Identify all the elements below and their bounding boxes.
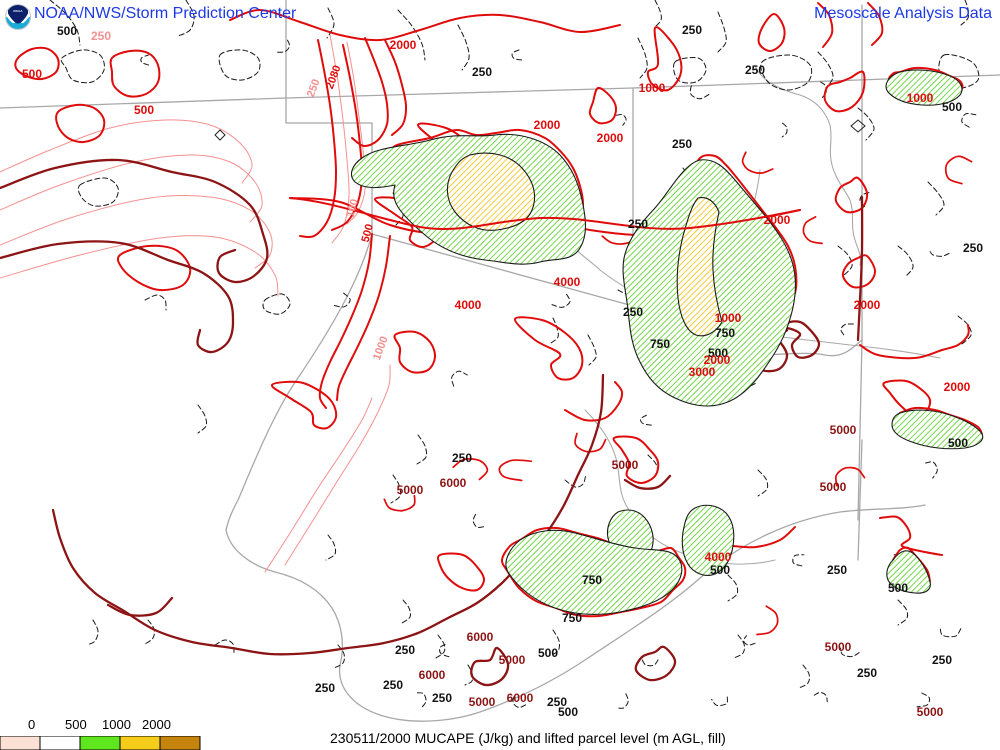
svg-text:1000: 1000 [715,311,742,325]
svg-text:250: 250 [432,691,452,705]
svg-text:250: 250 [827,563,847,577]
svg-text:750: 750 [650,337,670,351]
svg-text:500: 500 [948,436,968,450]
svg-text:1000: 1000 [639,81,666,95]
svg-text:500: 500 [22,67,42,81]
svg-text:1000: 1000 [907,91,934,105]
svg-text:5000: 5000 [917,705,944,719]
svg-text:250: 250 [672,137,692,151]
svg-text:750: 750 [715,326,735,340]
svg-text:500: 500 [710,563,730,577]
svg-text:5000: 5000 [825,640,852,654]
svg-text:250: 250 [395,643,415,657]
svg-text:4000: 4000 [455,298,482,312]
svg-text:2000: 2000 [764,213,791,227]
svg-text:2000: 2000 [390,38,417,52]
svg-text:NOAA: NOAA [13,9,23,13]
svg-text:2000: 2000 [944,380,971,394]
svg-text:250: 250 [91,29,111,43]
svg-text:500: 500 [558,705,578,719]
svg-text:4000: 4000 [554,275,581,289]
svg-text:2000: 2000 [597,131,624,145]
svg-text:250: 250 [383,678,403,692]
svg-text:750: 750 [582,573,602,587]
svg-text:250: 250 [452,451,472,465]
svg-text:5000: 5000 [612,458,639,472]
svg-text:3000: 3000 [689,365,716,379]
svg-text:5000: 5000 [830,423,857,437]
svg-text:250: 250 [472,65,492,79]
svg-text:250: 250 [745,63,765,77]
svg-text:6000: 6000 [419,668,446,682]
svg-text:250: 250 [682,23,702,37]
svg-text:5000: 5000 [469,695,496,709]
svg-text:2000: 2000 [854,298,881,312]
svg-text:4000: 4000 [705,550,732,564]
svg-text:250: 250 [963,241,983,255]
svg-text:250: 250 [315,681,335,695]
svg-text:5000: 5000 [397,483,424,497]
svg-text:250: 250 [857,666,877,680]
svg-text:2000: 2000 [534,118,561,132]
svg-text:750: 750 [562,611,582,625]
svg-text:5000: 5000 [499,653,526,667]
svg-text:500: 500 [942,100,962,114]
svg-text:500: 500 [888,581,908,595]
svg-text:500: 500 [57,24,77,38]
svg-text:500: 500 [134,103,154,117]
svg-text:6000: 6000 [467,630,494,644]
svg-text:250: 250 [623,305,643,319]
svg-text:6000: 6000 [440,476,467,490]
svg-text:6000: 6000 [507,691,534,705]
svg-text:250: 250 [932,653,952,667]
svg-text:250: 250 [628,217,648,231]
svg-text:500: 500 [538,646,558,660]
svg-text:5000: 5000 [820,480,847,494]
